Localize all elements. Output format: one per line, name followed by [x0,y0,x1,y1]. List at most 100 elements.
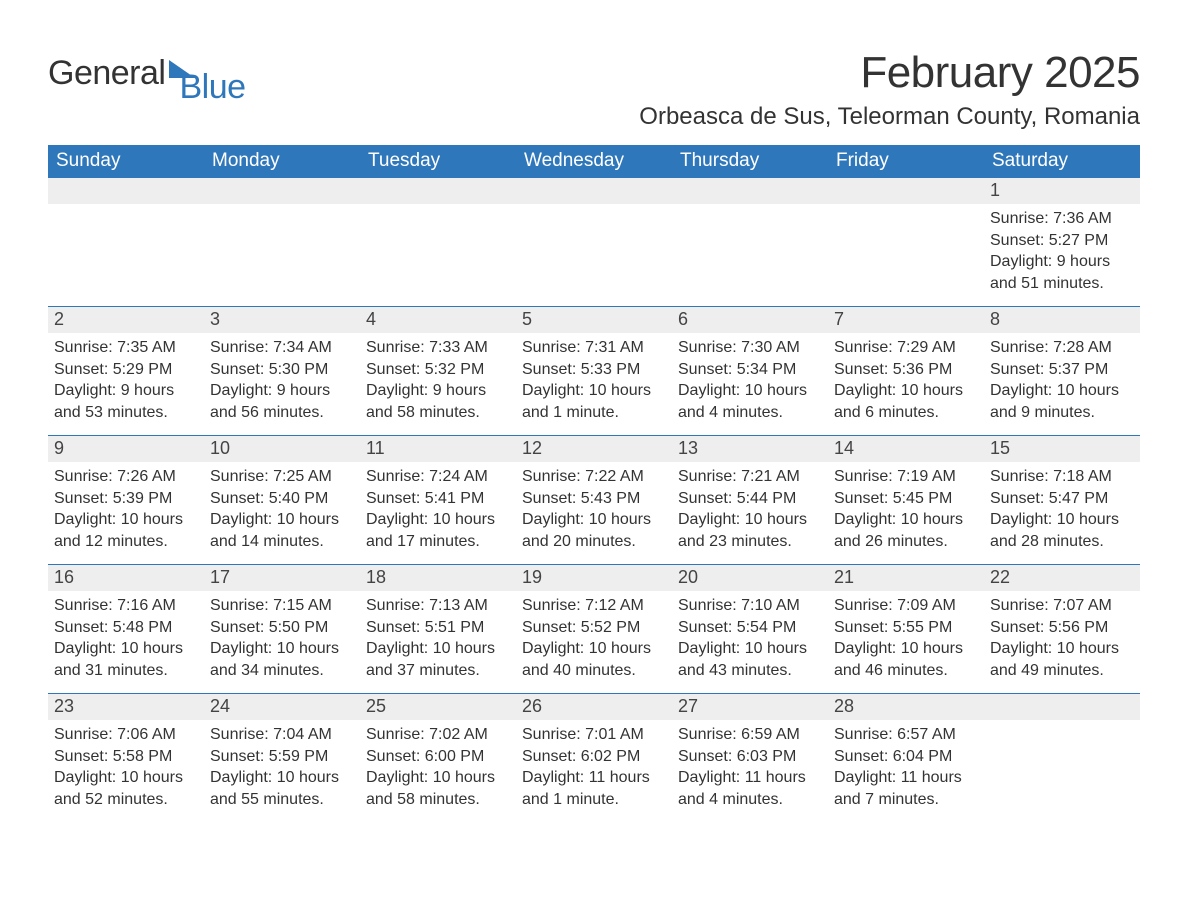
calendar: Sunday Monday Tuesday Wednesday Thursday… [48,145,1140,822]
day-body [984,720,1140,732]
sunset-text: Sunset: 5:32 PM [366,359,510,381]
daylight-text: and 58 minutes. [366,789,510,811]
sunset-text: Sunset: 5:41 PM [366,488,510,510]
day-number: 14 [828,436,984,462]
weekday-header: Wednesday [516,145,672,178]
calendar-day: 21Sunrise: 7:09 AMSunset: 5:55 PMDayligh… [828,565,984,693]
sunrise-text: Sunrise: 7:34 AM [210,337,354,359]
daylight-text: and 56 minutes. [210,402,354,424]
sunset-text: Sunset: 5:56 PM [990,617,1134,639]
day-number: 23 [48,694,204,720]
day-body [828,204,984,216]
day-number: 7 [828,307,984,333]
day-number: 25 [360,694,516,720]
daylight-text: Daylight: 9 hours [210,380,354,402]
logo-text-general: General [48,54,165,93]
day-number: 9 [48,436,204,462]
weekday-header-row: Sunday Monday Tuesday Wednesday Thursday… [48,145,1140,178]
sunrise-text: Sunrise: 7:25 AM [210,466,354,488]
daylight-text: and 46 minutes. [834,660,978,682]
calendar-week: 23Sunrise: 7:06 AMSunset: 5:58 PMDayligh… [48,693,1140,822]
daylight-text: Daylight: 10 hours [54,767,198,789]
calendar-day: 10Sunrise: 7:25 AMSunset: 5:40 PMDayligh… [204,436,360,564]
sunrise-text: Sunrise: 7:21 AM [678,466,822,488]
daylight-text: Daylight: 10 hours [522,509,666,531]
weekday-header: Sunday [48,145,204,178]
day-body: Sunrise: 7:12 AMSunset: 5:52 PMDaylight:… [516,591,672,689]
day-body: Sunrise: 7:35 AMSunset: 5:29 PMDaylight:… [48,333,204,431]
daylight-text: Daylight: 10 hours [522,380,666,402]
calendar-day: 8Sunrise: 7:28 AMSunset: 5:37 PMDaylight… [984,307,1140,435]
day-body: Sunrise: 7:02 AMSunset: 6:00 PMDaylight:… [360,720,516,818]
sunset-text: Sunset: 5:54 PM [678,617,822,639]
day-number: 1 [984,178,1140,204]
day-number: 5 [516,307,672,333]
calendar-week: 16Sunrise: 7:16 AMSunset: 5:48 PMDayligh… [48,564,1140,693]
weekday-header: Tuesday [360,145,516,178]
day-number [204,178,360,204]
calendar-day: 14Sunrise: 7:19 AMSunset: 5:45 PMDayligh… [828,436,984,564]
weekday-header: Friday [828,145,984,178]
daylight-text: and 1 minute. [522,402,666,424]
daylight-text: Daylight: 9 hours [990,251,1134,273]
daylight-text: and 34 minutes. [210,660,354,682]
sunset-text: Sunset: 5:34 PM [678,359,822,381]
day-number: 12 [516,436,672,462]
day-body: Sunrise: 7:04 AMSunset: 5:59 PMDaylight:… [204,720,360,818]
daylight-text: and 28 minutes. [990,531,1134,553]
calendar-day [516,178,672,306]
calendar-day: 4Sunrise: 7:33 AMSunset: 5:32 PMDaylight… [360,307,516,435]
daylight-text: Daylight: 10 hours [210,767,354,789]
sunrise-text: Sunrise: 7:22 AM [522,466,666,488]
day-number: 28 [828,694,984,720]
calendar-day: 9Sunrise: 7:26 AMSunset: 5:39 PMDaylight… [48,436,204,564]
day-body: Sunrise: 7:09 AMSunset: 5:55 PMDaylight:… [828,591,984,689]
daylight-text: Daylight: 11 hours [678,767,822,789]
day-number: 11 [360,436,516,462]
daylight-text: and 51 minutes. [990,273,1134,295]
day-body: Sunrise: 7:07 AMSunset: 5:56 PMDaylight:… [984,591,1140,689]
daylight-text: Daylight: 10 hours [990,638,1134,660]
calendar-day: 3Sunrise: 7:34 AMSunset: 5:30 PMDaylight… [204,307,360,435]
calendar-day: 2Sunrise: 7:35 AMSunset: 5:29 PMDaylight… [48,307,204,435]
calendar-day [204,178,360,306]
day-number: 2 [48,307,204,333]
daylight-text: Daylight: 10 hours [834,638,978,660]
calendar-day: 5Sunrise: 7:31 AMSunset: 5:33 PMDaylight… [516,307,672,435]
sunset-text: Sunset: 5:33 PM [522,359,666,381]
day-number [516,178,672,204]
sunrise-text: Sunrise: 7:35 AM [54,337,198,359]
daylight-text: Daylight: 10 hours [990,509,1134,531]
sunset-text: Sunset: 5:44 PM [678,488,822,510]
day-number: 16 [48,565,204,591]
day-body: Sunrise: 7:15 AMSunset: 5:50 PMDaylight:… [204,591,360,689]
daylight-text: Daylight: 10 hours [366,509,510,531]
daylight-text: Daylight: 10 hours [54,509,198,531]
day-body [360,204,516,216]
daylight-text: and 52 minutes. [54,789,198,811]
sunset-text: Sunset: 6:02 PM [522,746,666,768]
day-number [48,178,204,204]
day-body [204,204,360,216]
sunrise-text: Sunrise: 7:09 AM [834,595,978,617]
calendar-day: 11 Sunrise: 7:24 AMSunset: 5:41 PMDayligh… [360,436,516,564]
sunrise-text: Sunrise: 7:16 AM [54,595,198,617]
day-body: Sunrise: 7:34 AMSunset: 5:30 PMDaylight:… [204,333,360,431]
day-number [360,178,516,204]
daylight-text: and 7 minutes. [834,789,978,811]
sunset-text: Sunset: 6:03 PM [678,746,822,768]
day-number: 27 [672,694,828,720]
daylight-text: and 31 minutes. [54,660,198,682]
sunrise-text: Sunrise: 7:12 AM [522,595,666,617]
daylight-text: and 53 minutes. [54,402,198,424]
sunrise-text: Sunrise: 7:13 AM [366,595,510,617]
daylight-text: Daylight: 10 hours [678,380,822,402]
day-number [984,694,1140,720]
calendar-day [360,178,516,306]
sunrise-text: Sunrise: 7:24 AM [366,466,510,488]
sunrise-text: Sunrise: 7:07 AM [990,595,1134,617]
calendar-day: 12Sunrise: 7:22 AMSunset: 5:43 PMDayligh… [516,436,672,564]
page-title: February 2025 [860,48,1140,98]
logo-text-blue: Blue [179,68,245,107]
daylight-text: and 55 minutes. [210,789,354,811]
